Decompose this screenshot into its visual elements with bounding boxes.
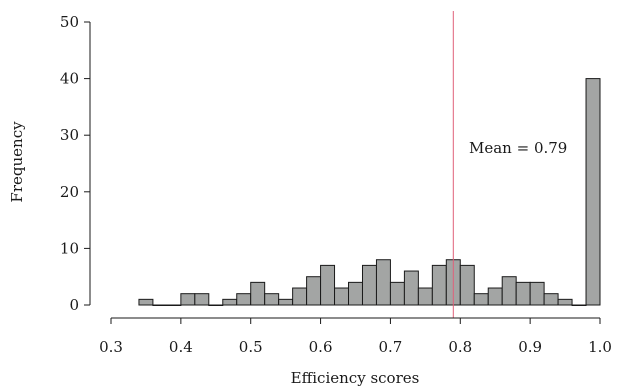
histogram-bar <box>417 287 433 306</box>
x-axis-ticks: 0.3 0.4 0.5 0.6 0.7 0.8 0.9 1.0 <box>99 318 612 356</box>
x-tick-label: 1.0 <box>588 338 612 356</box>
histogram-bar <box>306 276 322 306</box>
x-axis-title: Efficiency scores <box>291 369 420 387</box>
histogram-bar <box>403 270 419 306</box>
y-axis-title: Frequency <box>8 121 26 203</box>
x-tick-label: 0.7 <box>378 338 402 356</box>
histogram-bar <box>194 293 210 306</box>
histogram-bar <box>236 293 252 306</box>
histogram-bar <box>222 298 238 306</box>
y-tick-label: 10 <box>60 239 79 257</box>
y-axis-ticks: 0 10 20 30 40 50 <box>60 13 90 314</box>
histogram-bar <box>515 281 531 306</box>
mean-annotation: Mean = 0.79 <box>469 139 567 157</box>
x-tick-label: 0.4 <box>169 338 193 356</box>
y-tick-label: 40 <box>60 70 79 88</box>
x-tick-label: 0.9 <box>518 338 542 356</box>
histogram-bar <box>208 304 224 306</box>
x-tick-label: 0.6 <box>309 338 333 356</box>
histogram-bar <box>459 264 475 306</box>
histogram-bar <box>361 264 377 306</box>
y-tick-label: 0 <box>69 296 79 314</box>
histogram-bar <box>334 287 350 306</box>
x-tick-label: 0.8 <box>448 338 472 356</box>
x-tick-label: 0.5 <box>239 338 263 356</box>
histogram-bar <box>138 298 154 306</box>
histogram-bar <box>431 264 447 306</box>
histogram-bar <box>557 298 573 306</box>
y-tick-label: 20 <box>60 183 79 201</box>
histogram-bar <box>585 78 601 306</box>
histogram-bar <box>278 298 294 306</box>
histogram-bar <box>543 293 559 306</box>
x-tick-label: 0.3 <box>99 338 123 356</box>
y-tick-label: 30 <box>60 126 79 144</box>
y-tick-label: 50 <box>60 13 79 31</box>
histogram-bar <box>152 304 168 306</box>
histogram-bar <box>166 304 182 306</box>
histogram-bar <box>529 281 545 306</box>
histogram-bar <box>320 264 336 306</box>
histogram-bar <box>250 281 266 306</box>
histogram-bars <box>138 78 601 306</box>
histogram-bar <box>264 293 280 306</box>
histogram-bar <box>473 293 489 306</box>
histogram-bar <box>571 304 587 306</box>
histogram-bar <box>389 281 405 306</box>
histogram-bar <box>348 281 363 306</box>
histogram-bar <box>180 293 196 306</box>
histogram-bar <box>292 287 308 306</box>
histogram-bar <box>375 259 391 306</box>
histogram-bar <box>487 287 503 306</box>
histogram-bar <box>501 276 517 306</box>
